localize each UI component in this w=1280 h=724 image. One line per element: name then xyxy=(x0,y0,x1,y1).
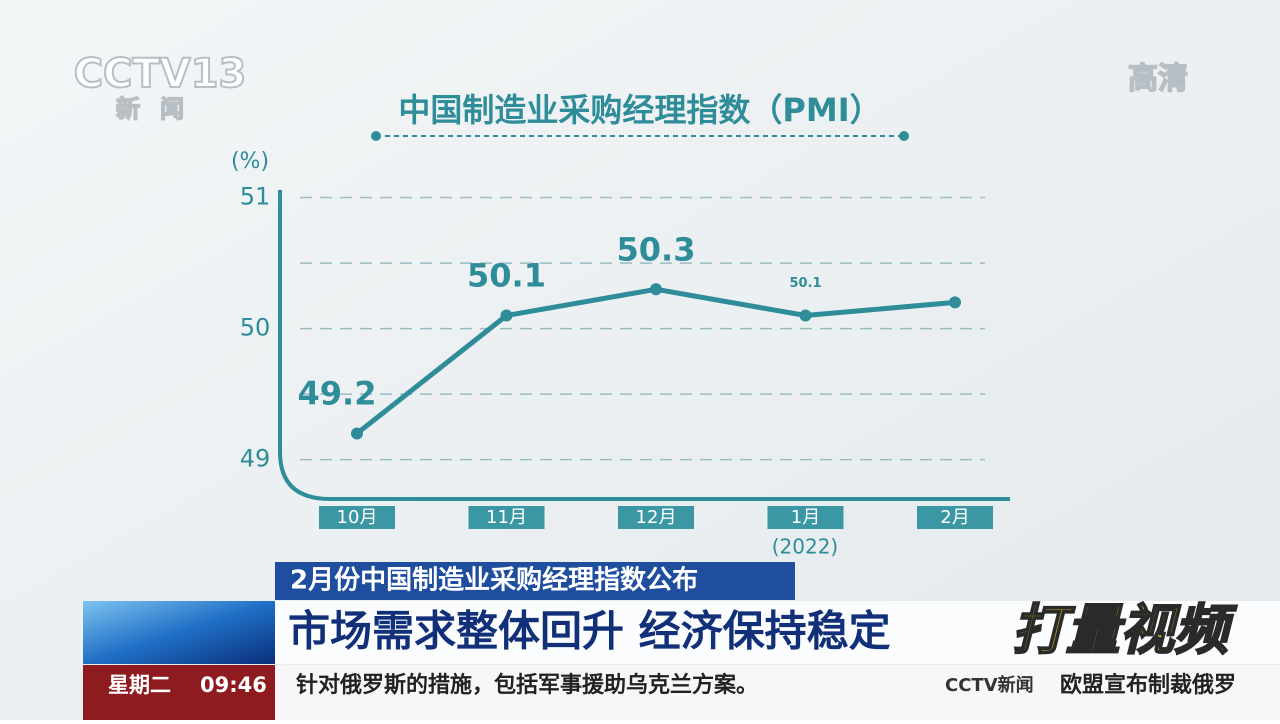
data-point xyxy=(650,283,662,296)
x-tick-label: 11月 xyxy=(486,507,527,528)
channel-logo: CCTV13 xyxy=(74,51,247,97)
subtitle-bar xyxy=(275,562,795,600)
y-unit: (%) xyxy=(231,149,269,174)
globe-panel xyxy=(83,601,275,664)
x-tick-box xyxy=(767,506,844,529)
x-tick-label: 10月 xyxy=(337,507,378,528)
y-tick-label: 50 xyxy=(240,314,271,342)
time: 09:46 xyxy=(200,673,267,697)
headline: 市场需求整体回升 经济保持稳定 xyxy=(288,607,891,656)
axis xyxy=(278,190,1010,501)
data-point xyxy=(949,296,961,309)
clock-panel xyxy=(83,665,275,720)
x-tick-label: 1月 xyxy=(791,507,820,528)
data-point xyxy=(799,309,812,322)
x-tick-box xyxy=(468,506,545,529)
x-tick-box xyxy=(917,506,993,529)
weekday: 星期二 xyxy=(108,673,171,697)
x-tick-box xyxy=(319,506,395,529)
chart-title: 中国制造业采购经理指数（PMI） xyxy=(398,91,881,129)
data-point xyxy=(500,309,513,322)
x-tick-label: 2月 xyxy=(940,507,969,528)
x-tick-box xyxy=(618,506,694,529)
title-rule-end xyxy=(371,131,381,141)
quality-badge: 高清 xyxy=(1128,62,1188,97)
data-label: 50.1 xyxy=(467,257,546,295)
data-point xyxy=(351,427,363,440)
channel-name: 新闻 xyxy=(116,95,204,123)
y-tick-label: 49 xyxy=(240,445,271,473)
data-label: 50.3 xyxy=(617,230,696,268)
subtitle: 2月份中国制造业采购经理指数公布 xyxy=(290,565,698,596)
title-rule-end xyxy=(899,131,909,141)
data-label: 50.1 xyxy=(789,276,821,291)
ticker-logo: CCTV新闻 xyxy=(945,674,1034,696)
ticker: 针对俄罗斯的措施，包括军事援助乌克兰方案。 xyxy=(296,672,758,698)
headline-bar xyxy=(275,601,1280,664)
brand-logo: 打量视频 xyxy=(1012,599,1237,662)
ticker-next: 欧盟宣布制裁俄罗 xyxy=(1060,672,1236,698)
x-tick-label: 12月 xyxy=(636,507,677,528)
x-note: (2022) xyxy=(772,535,839,559)
y-tick-label: 51 xyxy=(240,183,271,211)
plot: 49 50 51 10月 11月 12月 1月 2月 49.2 50.1 50.3 50.1 xyxy=(240,183,993,529)
data-label: 49.2 xyxy=(298,374,377,412)
ticker-bar xyxy=(275,665,1280,720)
